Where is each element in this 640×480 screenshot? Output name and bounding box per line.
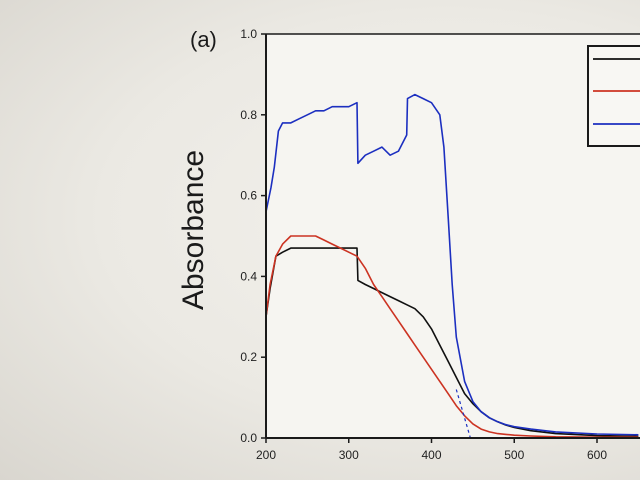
x-tick-label: 300	[339, 448, 359, 462]
y-tick-label: 0.2	[240, 350, 257, 364]
legend-entries	[593, 58, 640, 125]
series-line-2	[265, 235, 639, 439]
legend-box	[587, 45, 640, 147]
y-tick-label: 0.8	[240, 108, 257, 122]
panel-label: (a)	[190, 27, 217, 52]
y-tick-label: 0.6	[240, 189, 257, 203]
plot-background	[266, 34, 640, 438]
y-tick-label: 0.4	[240, 269, 257, 283]
y-axis-title: Absorbance	[177, 150, 210, 310]
x-tick-label: 500	[504, 448, 524, 462]
y-tick-label: 1.0	[240, 27, 257, 41]
tick-layer: 200 300 400 500 600 0.0 0.2 0.4 0.6 0.8 1.0	[240, 27, 607, 462]
x-tick-label: 200	[256, 448, 276, 462]
legend-frame	[587, 45, 640, 147]
series-layer	[265, 93, 639, 439]
x-tick-label: 600	[587, 448, 607, 462]
y-tick-label: 0.0	[240, 431, 257, 445]
series-line-3	[265, 93, 639, 436]
guide-line	[455, 389, 471, 439]
x-tick-label: 400	[421, 448, 441, 462]
